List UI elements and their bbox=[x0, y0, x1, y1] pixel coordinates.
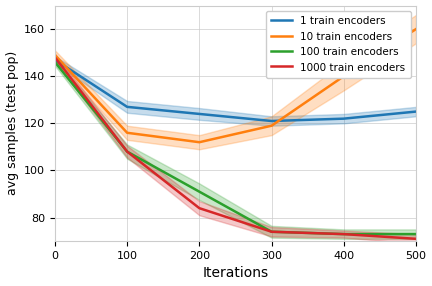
10 train encoders bbox=[341, 75, 346, 78]
Line: 100 train encoders: 100 train encoders bbox=[55, 62, 416, 234]
1000 train encoders bbox=[197, 206, 202, 210]
100 train encoders bbox=[269, 230, 274, 233]
1000 train encoders bbox=[52, 56, 57, 59]
1000 train encoders bbox=[341, 233, 346, 236]
1000 train encoders bbox=[413, 237, 419, 241]
1 train encoders bbox=[269, 119, 274, 123]
1 train encoders bbox=[124, 105, 130, 109]
10 train encoders bbox=[52, 53, 57, 57]
100 train encoders bbox=[341, 233, 346, 236]
10 train encoders bbox=[124, 131, 130, 134]
Y-axis label: avg samples (test pop): avg samples (test pop) bbox=[6, 51, 19, 196]
Legend: 1 train encoders, 10 train encoders, 100 train encoders, 1000 train encoders: 1 train encoders, 10 train encoders, 100… bbox=[266, 11, 411, 78]
100 train encoders bbox=[197, 190, 202, 193]
100 train encoders bbox=[124, 150, 130, 153]
X-axis label: Iterations: Iterations bbox=[202, 267, 269, 281]
100 train encoders bbox=[52, 60, 57, 64]
1 train encoders bbox=[413, 110, 419, 113]
1000 train encoders bbox=[124, 150, 130, 153]
1 train encoders bbox=[341, 117, 346, 120]
10 train encoders bbox=[269, 124, 274, 128]
1000 train encoders bbox=[269, 230, 274, 233]
Line: 10 train encoders: 10 train encoders bbox=[55, 29, 416, 142]
1 train encoders bbox=[197, 112, 202, 116]
1 train encoders bbox=[52, 58, 57, 61]
Line: 1000 train encoders: 1000 train encoders bbox=[55, 57, 416, 239]
100 train encoders bbox=[413, 233, 419, 236]
10 train encoders bbox=[413, 27, 419, 31]
10 train encoders bbox=[197, 140, 202, 144]
Line: 1 train encoders: 1 train encoders bbox=[55, 60, 416, 121]
